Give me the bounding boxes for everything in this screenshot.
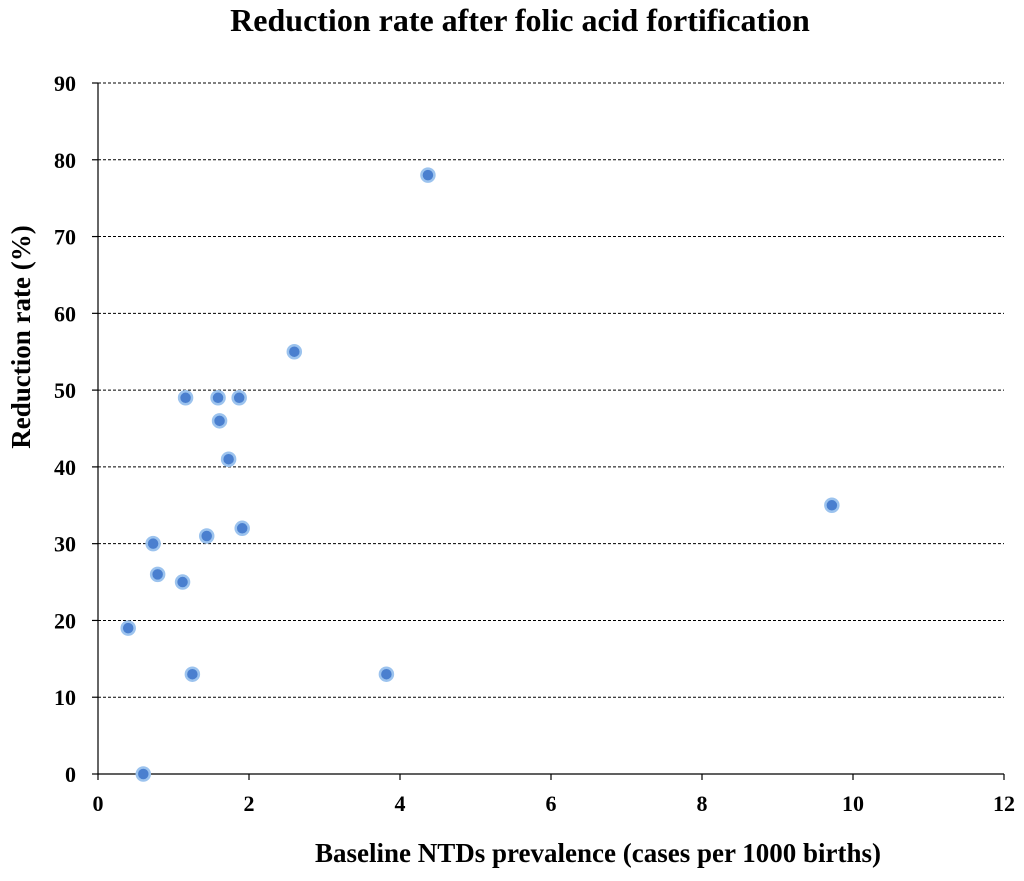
tick-labels: 0 10 20 30 40 50 60 70 80 90 0 2 4 6 8 10 12 (54, 71, 1015, 816)
data-point (220, 451, 237, 467)
data-point (286, 343, 303, 360)
data-point (149, 566, 166, 583)
axes (92, 82, 1005, 780)
data-point (378, 666, 395, 682)
y-tick-label: 70 (54, 225, 76, 250)
gridlines (98, 82, 1004, 698)
y-tick-label: 0 (65, 762, 76, 787)
data-point (824, 497, 840, 514)
data-point (184, 666, 201, 682)
data-points (120, 167, 840, 782)
y-tick-label: 50 (54, 378, 76, 403)
y-tick-label: 80 (54, 148, 76, 173)
data-point (135, 766, 152, 782)
x-tick-label: 12 (993, 791, 1015, 816)
data-point (234, 520, 250, 537)
data-point (211, 413, 228, 429)
data-point (210, 390, 226, 406)
data-point (231, 390, 247, 406)
y-axis-title: Reduction rate (%) (6, 225, 36, 448)
x-tick-label: 8 (697, 791, 708, 816)
data-point (198, 528, 215, 544)
x-tick-label: 10 (842, 791, 864, 816)
y-tick-label: 60 (54, 301, 76, 326)
x-tick-label: 4 (395, 791, 406, 816)
chart-title: Reduction rate after folic acid fortific… (230, 2, 810, 38)
x-tick-label: 6 (546, 791, 557, 816)
y-tick-label: 30 (54, 532, 76, 557)
data-point (174, 574, 191, 590)
y-tick-label: 90 (54, 71, 76, 96)
x-tick-label: 2 (244, 791, 255, 816)
data-point (120, 620, 136, 636)
y-tick-label: 40 (54, 455, 76, 480)
x-axis-title: Baseline NTDs prevalence (cases per 1000… (315, 838, 881, 868)
data-point (145, 535, 161, 552)
y-tick-label: 20 (54, 608, 76, 633)
x-tick-label: 0 (93, 791, 104, 816)
data-point (420, 167, 436, 183)
y-tick-label: 10 (54, 685, 76, 710)
data-point (177, 390, 194, 406)
